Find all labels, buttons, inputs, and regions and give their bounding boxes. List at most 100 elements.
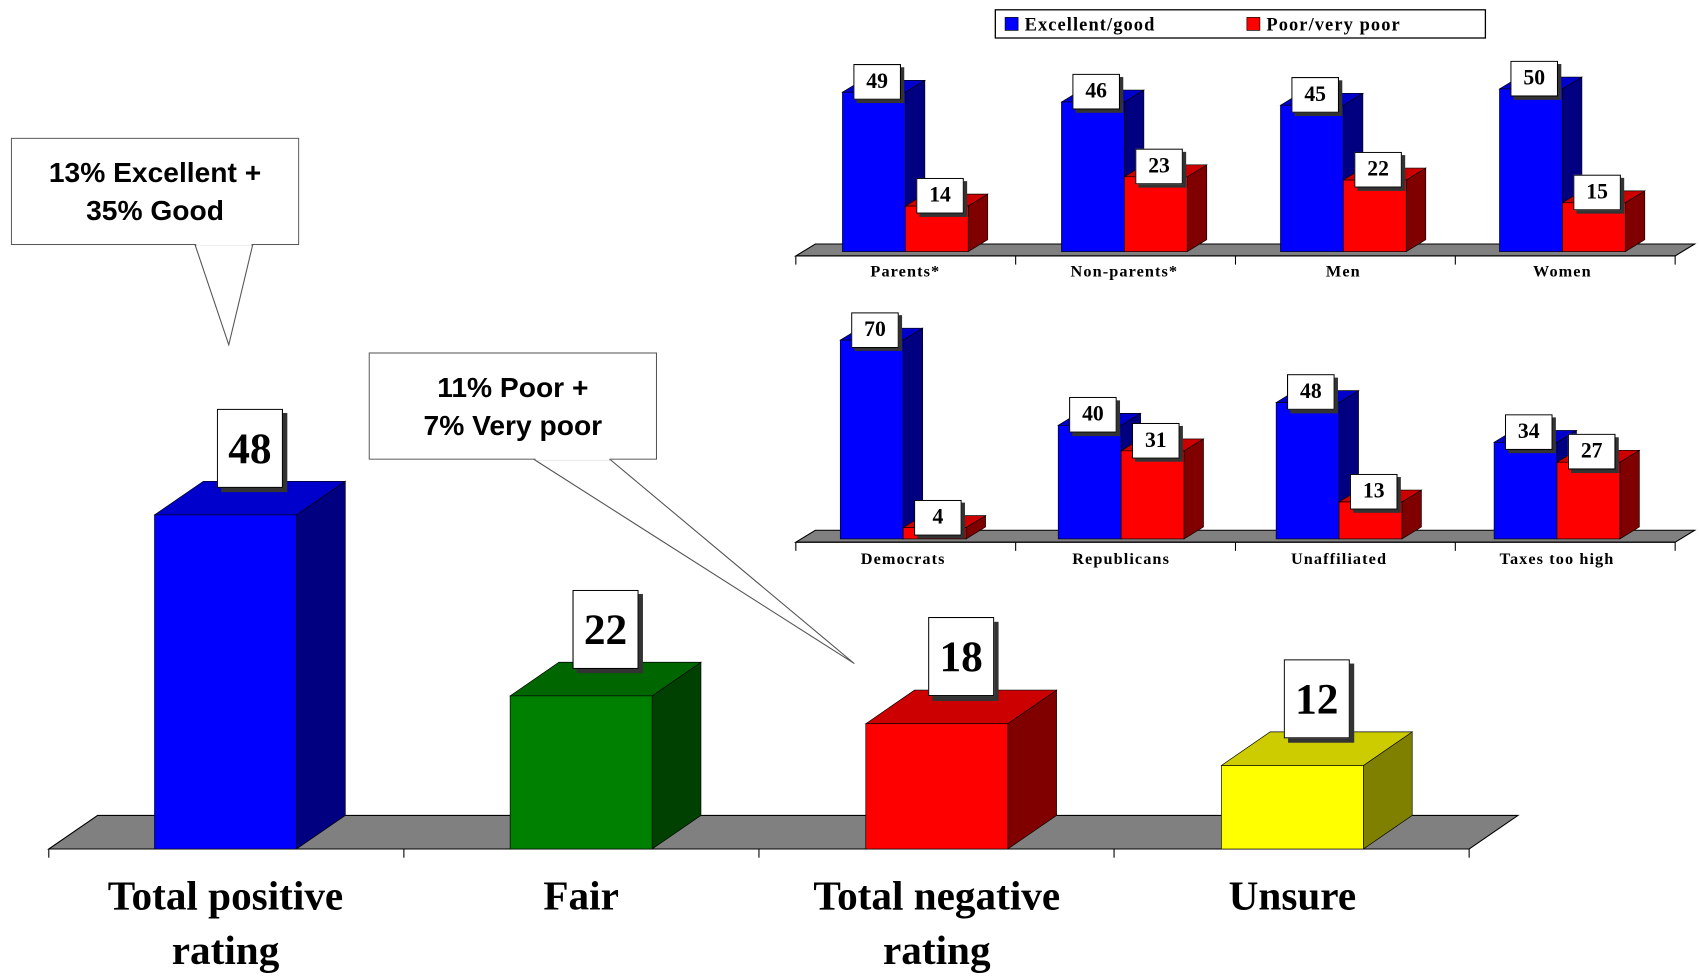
- value-label-box: 12: [1283, 659, 1350, 739]
- x-tick-label-box: Total positive rating: [107, 873, 344, 974]
- callout: 11% Poor + 7% Very poor: [368, 352, 658, 460]
- value-label-box: 15: [1573, 174, 1621, 211]
- value-label: 48: [216, 408, 283, 488]
- value-label: 48: [1286, 374, 1335, 411]
- value-label: 12: [1283, 659, 1350, 739]
- bar: [153, 480, 347, 850]
- bar-front: [1057, 424, 1122, 540]
- bar-front: [1275, 402, 1340, 540]
- value-label-box: 13: [1349, 473, 1398, 510]
- x-tick-label-box: Parents*: [870, 263, 941, 281]
- value-label-box: 34: [1504, 414, 1553, 450]
- bar-side: [1186, 164, 1208, 253]
- x-tick-label: Women: [1533, 263, 1592, 281]
- value-label-box: 22: [572, 589, 639, 669]
- value-label-box: 22: [1354, 151, 1402, 188]
- x-tick-label-box: Men: [1325, 263, 1361, 281]
- bar-side: [1619, 449, 1640, 540]
- bar-front: [1556, 461, 1621, 540]
- bar-front: [154, 514, 297, 850]
- value-label: 23: [1135, 148, 1183, 185]
- legend-label: Poor/very poor: [1266, 14, 1400, 34]
- bar: [509, 661, 703, 850]
- value-label-box: 31: [1131, 422, 1180, 459]
- value-label-box: 70: [851, 311, 899, 348]
- bar-side: [1405, 167, 1427, 253]
- bar-front: [842, 91, 906, 252]
- bar-front: [1280, 104, 1344, 252]
- value-label-box: 18: [928, 617, 995, 697]
- callout: 13% Excellent + 35% Good: [10, 137, 300, 246]
- value-label: 14: [916, 177, 964, 214]
- value-label: 4: [914, 499, 962, 536]
- bar-front: [1221, 765, 1364, 850]
- value-label: 18: [928, 617, 995, 697]
- bar-front: [1499, 88, 1563, 252]
- bar-front: [1061, 101, 1125, 252]
- legend-frame: [994, 9, 1487, 39]
- value-label-box: 45: [1291, 77, 1340, 113]
- value-label-box: 27: [1567, 434, 1616, 470]
- bar-front: [839, 339, 904, 540]
- callout-pointer: [194, 244, 254, 347]
- x-tick-label: Democrats: [860, 550, 946, 569]
- value-label-box: 14: [916, 177, 964, 214]
- x-tick-label-box: Women: [1533, 263, 1592, 281]
- value-label-box: 48: [216, 408, 283, 488]
- bar-side: [296, 480, 346, 850]
- bar-front: [509, 695, 653, 850]
- x-tick-label: Non-parents*: [1070, 263, 1179, 281]
- callout-box: 13% Excellent + 35% Good: [10, 137, 300, 246]
- value-label: 49: [853, 64, 902, 100]
- bar: [1555, 449, 1641, 540]
- x-tick-label-box: Taxes too high: [1499, 550, 1615, 569]
- x-tick-label-box: Republicans: [1072, 550, 1170, 569]
- bar-front: [1493, 442, 1558, 540]
- value-label: 13: [1349, 473, 1398, 510]
- bar: [839, 327, 924, 540]
- legend-swatch: [1004, 17, 1019, 31]
- value-label-box: 40: [1069, 397, 1117, 433]
- x-tick-label: Men: [1325, 263, 1361, 281]
- value-label-box: 50: [1510, 60, 1559, 97]
- callout-box: 11% Poor + 7% Very poor: [368, 352, 658, 460]
- value-label: 31: [1131, 422, 1180, 459]
- value-label-box: 46: [1072, 73, 1121, 110]
- value-label: 40: [1069, 397, 1117, 433]
- value-label: 34: [1504, 414, 1553, 450]
- value-label: 22: [572, 589, 639, 669]
- x-tick-label: Unaffiliated: [1290, 550, 1388, 569]
- value-label-box: 49: [853, 64, 902, 100]
- x-tick-label-box: Total negative rating: [813, 873, 1061, 974]
- bar: [864, 689, 1058, 850]
- x-tick-label: Taxes too high: [1499, 550, 1615, 569]
- x-tick-label: Fair: [543, 873, 619, 920]
- value-label: 27: [1567, 434, 1616, 470]
- x-tick-label: Total positive rating: [107, 873, 344, 974]
- legend-label: Excellent/good: [1025, 14, 1156, 34]
- value-label: 15: [1573, 174, 1621, 211]
- x-tick-label: Unsure: [1228, 873, 1357, 920]
- x-tick-label: Total negative rating: [813, 873, 1061, 974]
- legend-swatch: [1246, 17, 1261, 31]
- x-tick-label-box: Unaffiliated: [1290, 550, 1388, 569]
- value-label-box: 23: [1135, 148, 1183, 185]
- value-label: 45: [1291, 77, 1340, 113]
- x-tick-label: Parents*: [870, 263, 941, 281]
- bar: [1220, 731, 1414, 850]
- value-label: 22: [1354, 151, 1402, 188]
- value-label-box: 4: [914, 499, 962, 536]
- bar-front: [1124, 176, 1188, 252]
- value-label-box: 48: [1286, 374, 1335, 411]
- bar-front: [865, 723, 1009, 850]
- x-tick-label-box: Unsure: [1228, 873, 1357, 920]
- x-tick-label: Republicans: [1072, 550, 1170, 569]
- x-tick-label-box: Non-parents*: [1070, 263, 1179, 281]
- x-tick-label-box: Democrats: [860, 550, 946, 569]
- bar-front: [1120, 450, 1185, 540]
- value-label: 46: [1072, 73, 1121, 110]
- x-tick-label-box: Fair: [543, 873, 619, 920]
- bar: [1119, 438, 1205, 540]
